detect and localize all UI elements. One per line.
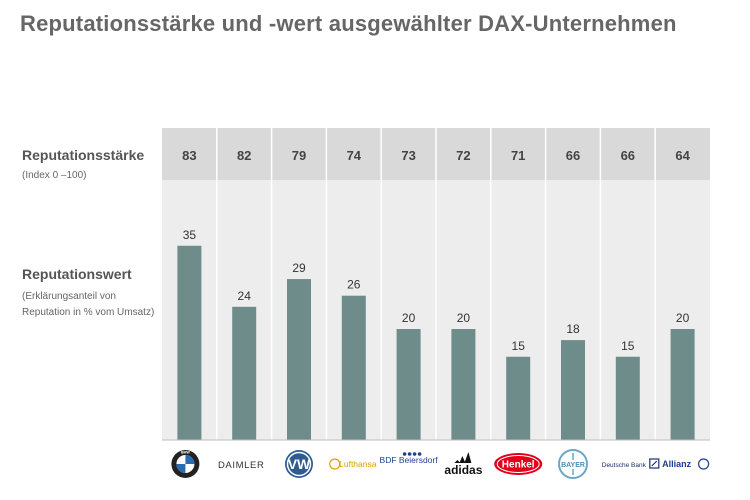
strength-score: 74 <box>347 148 362 163</box>
strength-score: 72 <box>456 148 470 163</box>
henkel-logo: Henkel <box>494 453 543 475</box>
value-row-sub: (Erklärungsanteil von Reputation in % vo… <box>22 291 155 318</box>
strength-row-sub: (Index 0 –100) <box>22 170 87 181</box>
lufthansa-logo: Lufthansa <box>329 458 377 470</box>
bayer-logo: BAYER <box>558 449 588 479</box>
svg-text:BDF Beiersdorf: BDF Beiersdorf <box>380 455 439 465</box>
adidas-logo: adidas <box>444 452 483 477</box>
bar <box>615 356 640 440</box>
allianz-logo: Allianz <box>662 458 710 470</box>
bar-value-label: 15 <box>621 339 635 353</box>
svg-text:Lufthansa: Lufthansa <box>339 459 377 469</box>
bar-value-label: 29 <box>292 261 306 275</box>
deutsche-bank-logo: Deutsche Bank <box>602 458 660 469</box>
bar <box>341 295 366 440</box>
strength-score: 73 <box>401 148 415 163</box>
bar <box>177 245 202 440</box>
vw-logo: VW <box>285 450 313 478</box>
svg-text:Allianz: Allianz <box>662 459 692 469</box>
bmw-logo: BMW <box>171 450 200 478</box>
bar <box>670 329 695 440</box>
strength-score: 64 <box>675 148 690 163</box>
bar-value-label: 24 <box>238 289 252 303</box>
svg-text:BMW: BMW <box>181 451 190 455</box>
strength-score: 83 <box>182 148 196 163</box>
bar <box>506 356 531 440</box>
bar-value-label: 26 <box>347 278 361 292</box>
chart-title: Reputationsstärke und -wert ausgewählter… <box>20 11 677 36</box>
strength-score: 79 <box>292 148 306 163</box>
bar-value-label: 18 <box>566 322 580 336</box>
strength-score: 66 <box>621 148 635 163</box>
value-row-label: Reputationswert <box>22 266 132 282</box>
svg-text:VW: VW <box>288 456 311 472</box>
strength-score: 82 <box>237 148 251 163</box>
beiersdorf-logo: BDF Beiersdorf <box>380 452 439 465</box>
bar <box>396 329 421 440</box>
strength-score: 66 <box>566 148 580 163</box>
strength-score: 71 <box>511 148 525 163</box>
bar-value-label: 20 <box>457 311 471 325</box>
bar-value-label: 20 <box>402 311 416 325</box>
strength-row-label: Reputationsstärke <box>22 147 145 163</box>
svg-text:BAYER: BAYER <box>561 462 585 469</box>
svg-text:DAIMLER: DAIMLER <box>218 460 264 471</box>
bar <box>287 279 311 440</box>
svg-text:adidas: adidas <box>444 463 482 477</box>
bar-value-label: 35 <box>183 228 197 242</box>
svg-text:Deutsche Bank: Deutsche Bank <box>602 462 647 469</box>
bar-value-label: 20 <box>676 311 690 325</box>
svg-text:Henkel: Henkel <box>502 460 535 471</box>
bar <box>561 340 585 440</box>
bar <box>232 306 257 440</box>
daimler-logo: DAIMLER <box>218 460 264 471</box>
bar <box>451 329 476 440</box>
bar-value-label: 15 <box>512 339 526 353</box>
